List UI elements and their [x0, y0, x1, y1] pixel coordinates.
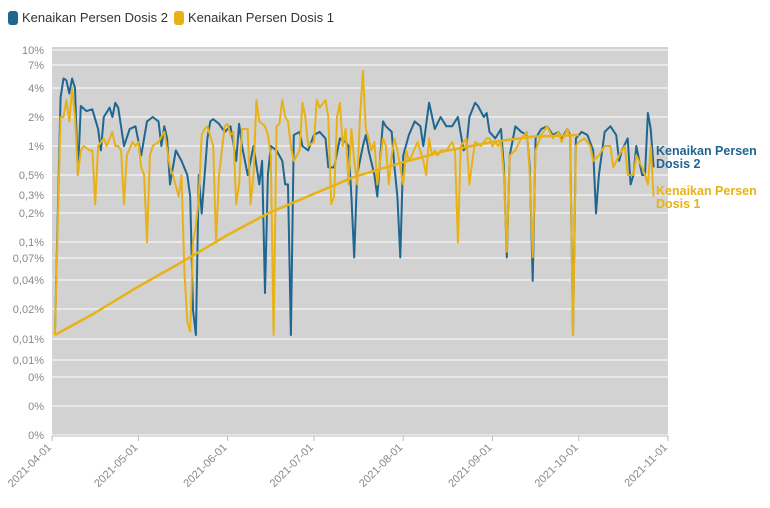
legend-swatch-dosis-2: [8, 10, 18, 25]
y-tick-label: 0,04%: [13, 275, 44, 287]
y-tick-label: 1%: [28, 141, 44, 153]
y-tick-label: 0,2%: [19, 208, 44, 220]
y-tick-label: 2%: [28, 112, 44, 124]
y-tick-label: 0,07%: [13, 253, 44, 265]
end-label-dosis-1: Kenaikan Persen: [656, 184, 757, 198]
y-tick-label: 0,01%: [13, 355, 44, 367]
end-label-dosis-1: Dosis 1: [656, 197, 701, 211]
legend-item-dosis-2[interactable]: Kenaikan Persen Dosis 2: [8, 10, 168, 25]
x-tick-label: 2021-05-01: [92, 442, 140, 490]
x-tick-label: 2021-11-01: [622, 442, 670, 490]
x-tick-label: 2021-08-01: [357, 442, 405, 490]
y-tick-label: 10%: [22, 45, 44, 57]
y-tick-label: 0%: [28, 372, 44, 384]
y-tick-label: 0,3%: [19, 190, 44, 202]
x-tick-label: 2021-09-01: [446, 442, 494, 490]
y-tick-label: 0%: [28, 430, 44, 442]
x-tick-label: 2021-10-01: [533, 442, 581, 490]
legend-swatch-dosis-1: [173, 10, 184, 25]
series-line-1: [53, 69, 655, 336]
legend-label-dosis-2: Kenaikan Persen Dosis 2: [22, 10, 168, 25]
y-tick-label: 0,02%: [13, 304, 44, 316]
y-tick-label: 7%: [28, 60, 44, 72]
y-tick-label: 0%: [28, 401, 44, 413]
series-line-2: [54, 133, 579, 337]
chart-legend: Kenaikan Persen Dosis 2 Kenaikan Persen …: [8, 10, 334, 25]
x-tick-label: 2021-06-01: [181, 442, 229, 490]
y-tick-label: 0,1%: [19, 237, 44, 249]
legend-label-dosis-1: Kenaikan Persen Dosis 1: [187, 10, 334, 25]
end-label-dosis-2: Kenaikan Persen: [656, 144, 757, 158]
legend-item-dosis-1[interactable]: Kenaikan Persen Dosis 1: [173, 10, 334, 25]
y-tick-label: 0,5%: [19, 170, 44, 182]
y-tick-label: 0,01%: [13, 334, 44, 346]
end-label-dosis-2: Dosis 2: [656, 157, 701, 171]
y-tick-label: 4%: [28, 83, 44, 95]
x-tick-label: 2021-04-01: [6, 442, 54, 490]
x-tick-label: 2021-07-01: [268, 442, 316, 490]
